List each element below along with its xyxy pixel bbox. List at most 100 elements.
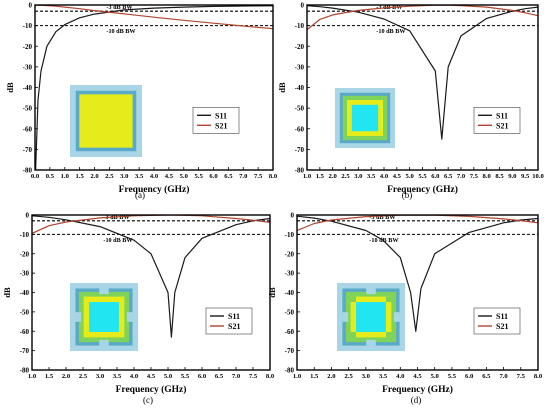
- y-tick-label: -70: [23, 146, 33, 154]
- cell-notch: [393, 312, 400, 322]
- y-axis-label: dB: [2, 287, 12, 298]
- x-tick-label: 4.0: [130, 373, 139, 380]
- legend-entry: S11: [228, 312, 240, 321]
- x-tick-label: 8.0: [266, 373, 275, 380]
- x-tick-label: 1.5: [45, 373, 54, 380]
- bandwidth-annotation: -10 dB BW: [103, 237, 133, 244]
- x-tick-label: 1.0: [293, 373, 302, 380]
- x-axis-label: Frequency (GHz): [382, 384, 453, 395]
- y-tick-label: -30: [295, 63, 305, 71]
- y-tick-label: -20: [20, 250, 30, 258]
- x-tick-label: 3.0: [362, 373, 371, 380]
- plot-frame: [34, 4, 274, 171]
- x-tick-label: 9.0: [508, 173, 517, 180]
- cell-notch: [126, 312, 133, 322]
- x-tick-label: 8.0: [534, 373, 543, 380]
- x-tick-label: 2.5: [341, 173, 350, 180]
- series-s21-line: [32, 215, 270, 234]
- x-tick-label: 2.0: [62, 373, 71, 380]
- chart-panel: 1.0 1.5 2.0 2.5 3.0 3.5 4.0 4.5 5.0 5.5 6.0 6.5 7.0 7…: [277, 2, 544, 201]
- x-tick-label: 5.5: [195, 173, 204, 180]
- x-tick-label: 5.5: [418, 173, 427, 180]
- legend-entry: S11: [496, 312, 508, 321]
- chart-panel: 0.0 0.5 1.0 1.5 2.0 2.5 3.0 3.5 4.0 4.5 5.0 5.5 6.0 6…: [5, 2, 278, 201]
- series-s11-line: [297, 215, 538, 332]
- x-tick-label: 4.0: [396, 373, 405, 380]
- cell-notch: [99, 288, 109, 295]
- x-tick-label: 6.5: [444, 173, 453, 180]
- x-tick-label: 5.0: [431, 373, 440, 380]
- y-tick-label: -40: [285, 289, 295, 297]
- y-axis-label: dB: [267, 287, 277, 298]
- x-tick-label: 1.5: [76, 173, 85, 180]
- legend-entry: S11: [496, 111, 508, 120]
- y-tick-label: -20: [285, 250, 295, 258]
- cell-center-patch: [356, 302, 386, 332]
- x-tick-label: 7.0: [239, 173, 248, 180]
- y-tick-label: -50: [295, 105, 305, 113]
- series-s11-line: [307, 5, 538, 140]
- series-s21-line: [297, 215, 538, 232]
- y-tick-label: -70: [285, 347, 295, 355]
- x-tick-label: 8.0: [483, 173, 492, 180]
- y-tick-label: -80: [23, 167, 33, 175]
- legend-box: [473, 307, 521, 335]
- y-tick-label: -10: [295, 22, 305, 30]
- chart-panel: 1.0 1.5 2.0 2.5 3.0 3.5 4.0 4.5 5.0 5.5 6.0 6.5 7.0 7…: [2, 212, 275, 406]
- x-tick-label: 2.5: [345, 373, 354, 380]
- y-tick-label: -20: [23, 43, 33, 51]
- cell-center-patch: [89, 302, 119, 332]
- y-tick-label: -60: [285, 328, 295, 336]
- x-tick-label: 2.5: [105, 173, 114, 180]
- x-tick-label: 7.5: [470, 173, 479, 180]
- x-tick-label: 6.0: [198, 373, 207, 380]
- plot-frame: [306, 4, 539, 171]
- series-s11-line: [35, 5, 273, 170]
- cell-notch: [342, 312, 349, 322]
- y-tick-label: -50: [23, 105, 33, 113]
- y-tick-label: 0: [301, 2, 305, 10]
- bandwidth-annotation: -10 dB BW: [369, 237, 399, 244]
- legend-box: [192, 107, 240, 134]
- x-axis-label: Frequency (GHz): [119, 184, 190, 195]
- cell-notch: [75, 312, 82, 322]
- x-tick-label: 5.0: [406, 173, 415, 180]
- y-tick-label: -10: [23, 22, 33, 30]
- x-tick-label: 0.5: [46, 173, 55, 180]
- x-tick-label: 1.5: [316, 173, 325, 180]
- x-tick-label: 2.0: [329, 173, 338, 180]
- x-tick-label: 8.5: [495, 173, 504, 180]
- y-tick-label: 0: [291, 212, 295, 220]
- x-tick-label: 3.5: [367, 173, 376, 180]
- cell-stub: [350, 331, 357, 338]
- x-tick-label: 5.0: [164, 373, 173, 380]
- cell-fill: [79, 94, 133, 148]
- y-axis-label: dB: [277, 82, 287, 93]
- y-tick-label: -80: [285, 367, 295, 375]
- series-group: [297, 215, 538, 332]
- cell-stub: [385, 296, 392, 303]
- x-tick-label: 7.5: [517, 373, 526, 380]
- bandwidth-annotation: -3 dB BW: [106, 4, 133, 11]
- cell-stub: [385, 331, 392, 338]
- legend-box: [473, 107, 521, 134]
- x-tick-label: 5.5: [448, 373, 457, 380]
- y-tick-label: -10: [20, 231, 30, 239]
- y-tick-label: -50: [285, 308, 295, 316]
- y-tick-label: -80: [20, 367, 30, 375]
- x-tick-label: 3.5: [113, 373, 122, 380]
- panel-label: (d): [411, 395, 422, 405]
- plot-frame: [31, 214, 271, 371]
- y-axis-label: dB: [5, 82, 15, 93]
- unit-cell-inset: [335, 88, 395, 148]
- x-tick-label: 6.5: [224, 173, 233, 180]
- cell-notch: [366, 288, 376, 295]
- panel-label: (c): [143, 395, 153, 405]
- x-tick-label: 7.0: [232, 373, 241, 380]
- y-tick-label: -60: [23, 125, 33, 133]
- panel-label: (a): [135, 190, 145, 200]
- y-tick-label: -30: [23, 63, 33, 71]
- x-tick-label: 3.0: [354, 173, 363, 180]
